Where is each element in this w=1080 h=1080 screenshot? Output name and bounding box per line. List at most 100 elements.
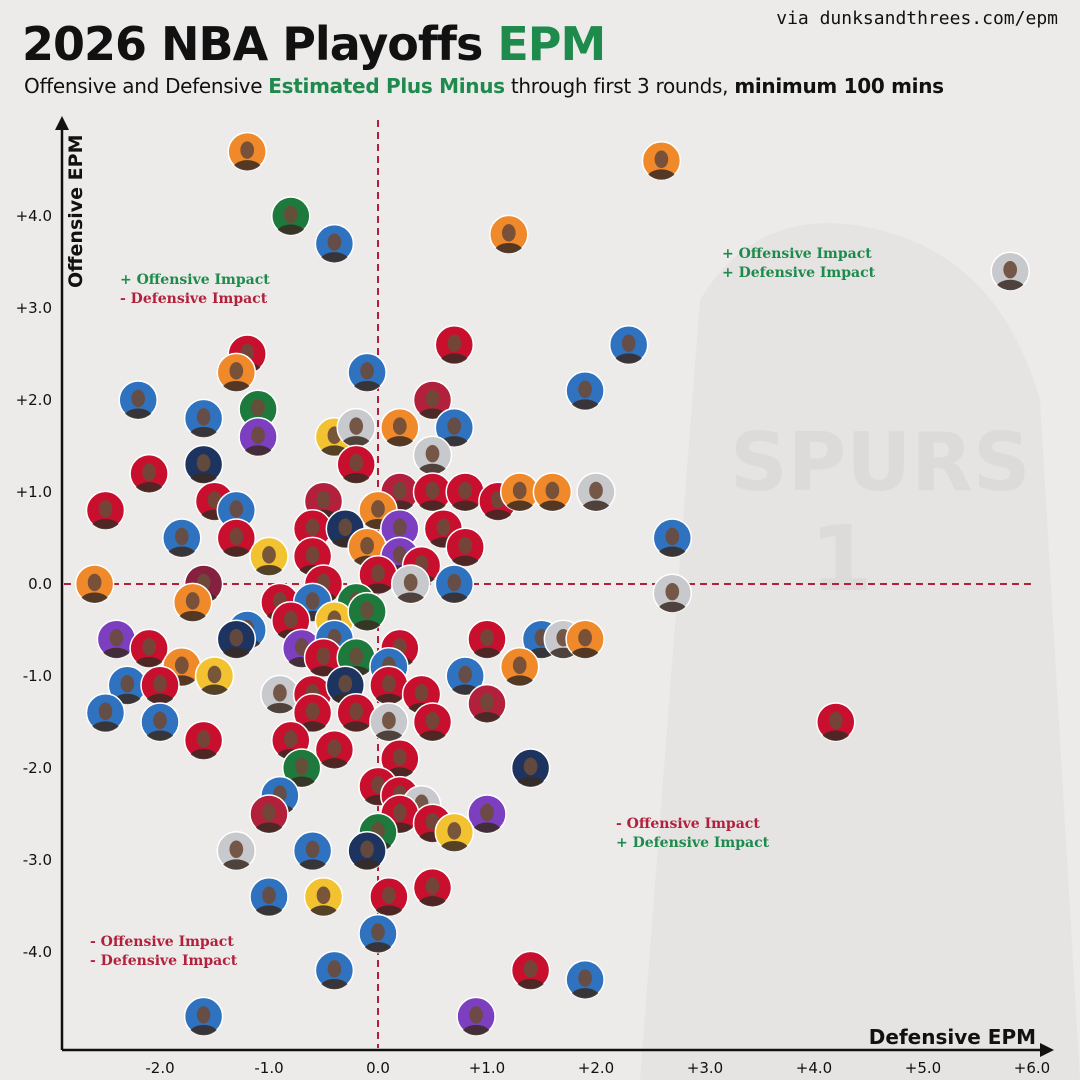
player-point — [641, 141, 682, 181]
player-point — [162, 518, 202, 558]
player-point — [412, 867, 453, 908]
player-point — [216, 831, 257, 871]
player-point — [652, 573, 693, 613]
player-point — [183, 444, 224, 485]
player-point — [347, 591, 387, 632]
y-axis-arrow — [55, 116, 69, 130]
y-tick-label: +1.0 — [16, 483, 52, 501]
tick-labels: -2.0 -1.0 0.0 +1.0 +2.0 +3.0 +4.0 +5.0 +6.0 +4.0 +… — [16, 207, 1051, 1077]
quadrant-label-top-right: + Offensive Impact + Defensive Impact — [722, 246, 876, 281]
x-tick-label: +5.0 — [905, 1059, 941, 1077]
player-point — [499, 472, 540, 512]
subtitle: Offensive and Defensive Estimated Plus M… — [24, 74, 944, 98]
player-point — [238, 417, 278, 457]
y-tick-label: -4.0 — [23, 943, 52, 961]
player-point — [118, 380, 158, 420]
player-point — [336, 444, 376, 485]
player-point — [565, 371, 605, 411]
player-point — [281, 748, 322, 788]
player-point — [303, 877, 344, 917]
x-tick-label: +3.0 — [687, 1059, 723, 1077]
x-tick-label: 0.0 — [366, 1059, 390, 1077]
player-point — [249, 877, 289, 917]
player-point — [456, 996, 496, 1037]
player-point — [183, 720, 224, 761]
y-tick-label: +2.0 — [16, 391, 52, 409]
player-point — [227, 131, 267, 172]
player-point — [608, 325, 649, 365]
player-point — [140, 702, 180, 742]
player-point — [172, 582, 213, 623]
y-tick-label: -1.0 — [23, 667, 52, 685]
x-tick-label: -1.0 — [254, 1059, 283, 1077]
y-tick-label: +4.0 — [16, 207, 52, 225]
x-tick-label: +6.0 — [1014, 1059, 1050, 1077]
player-point — [107, 665, 148, 705]
y-axis-label: Offensive EPM — [65, 135, 87, 288]
player-point — [85, 693, 126, 733]
player-point — [565, 619, 605, 659]
player-point — [565, 959, 605, 1000]
player-point — [336, 407, 376, 448]
quadrant-label-bottom-right: - Offensive Impact + Defensive Impact — [616, 816, 770, 851]
player-point — [183, 398, 224, 439]
player-point — [314, 223, 355, 264]
quadrant-label-bottom-left: - Offensive Impact - Defensive Impact — [90, 934, 238, 969]
svg-text:1: 1 — [810, 507, 873, 612]
player-point — [129, 453, 169, 494]
player-point — [510, 748, 551, 788]
x-axis-label: Defensive EPM — [869, 1025, 1036, 1049]
player-point — [652, 518, 693, 558]
player-point — [467, 683, 507, 724]
player-point — [249, 536, 289, 577]
player-point — [347, 352, 387, 393]
player-point — [380, 407, 420, 448]
player-point — [467, 794, 507, 834]
source-credit: via dunksandthrees.com/epm — [776, 8, 1058, 29]
y-tick-label: +3.0 — [16, 299, 52, 317]
x-tick-label: +1.0 — [469, 1059, 505, 1077]
player-point — [249, 794, 289, 834]
player-point — [434, 407, 475, 448]
player-point — [412, 380, 453, 420]
player-point — [216, 352, 257, 393]
player-point — [336, 693, 376, 733]
player-markers — [74, 131, 1030, 1037]
player-point — [260, 674, 300, 715]
player-point — [358, 913, 398, 954]
player-point — [467, 619, 507, 659]
player-point — [390, 564, 431, 604]
player-point — [85, 490, 126, 531]
player-point — [576, 472, 616, 512]
player-point — [216, 518, 257, 558]
x-axis-arrow — [1040, 1043, 1054, 1057]
y-tick-label: 0.0 — [28, 575, 52, 593]
player-point — [369, 877, 409, 917]
player-point — [412, 702, 453, 742]
player-point — [434, 325, 475, 365]
player-point — [412, 472, 453, 512]
svg-text:SPURS: SPURS — [730, 416, 1030, 509]
quadrant-label-top-left: + Offensive Impact - Defensive Impact — [120, 272, 270, 307]
x-tick-label: +2.0 — [578, 1059, 614, 1077]
player-point — [292, 831, 333, 871]
y-tick-label: -2.0 — [23, 759, 52, 777]
player-point — [489, 214, 529, 255]
player-point — [369, 702, 409, 742]
player-point — [347, 831, 387, 871]
player-point — [216, 619, 257, 659]
player-point — [499, 647, 540, 687]
player-point — [271, 196, 311, 236]
player-point — [434, 812, 475, 853]
player-point — [292, 693, 333, 733]
player-point — [314, 729, 355, 770]
player-point — [816, 702, 856, 742]
player-point — [129, 628, 169, 669]
player-point — [303, 637, 344, 678]
y-tick-label: -3.0 — [23, 851, 52, 869]
player-point — [510, 950, 551, 991]
player-point — [434, 564, 475, 604]
player-point — [74, 564, 115, 604]
player-point — [532, 472, 573, 512]
